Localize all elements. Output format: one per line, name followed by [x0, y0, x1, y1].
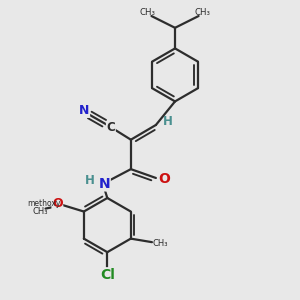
Text: O: O	[52, 197, 63, 210]
Text: CH₃: CH₃	[194, 8, 210, 17]
Text: CH₃: CH₃	[152, 239, 168, 248]
Text: CH₃: CH₃	[140, 8, 156, 17]
Text: CH₃: CH₃	[32, 207, 48, 216]
Text: H: H	[85, 174, 94, 188]
Text: methoxy: methoxy	[28, 199, 61, 208]
Text: O: O	[158, 172, 170, 186]
Text: Cl: Cl	[100, 268, 115, 282]
Text: N: N	[98, 177, 110, 191]
Text: C: C	[106, 122, 115, 134]
Text: N: N	[79, 104, 89, 117]
Text: H: H	[163, 115, 173, 128]
